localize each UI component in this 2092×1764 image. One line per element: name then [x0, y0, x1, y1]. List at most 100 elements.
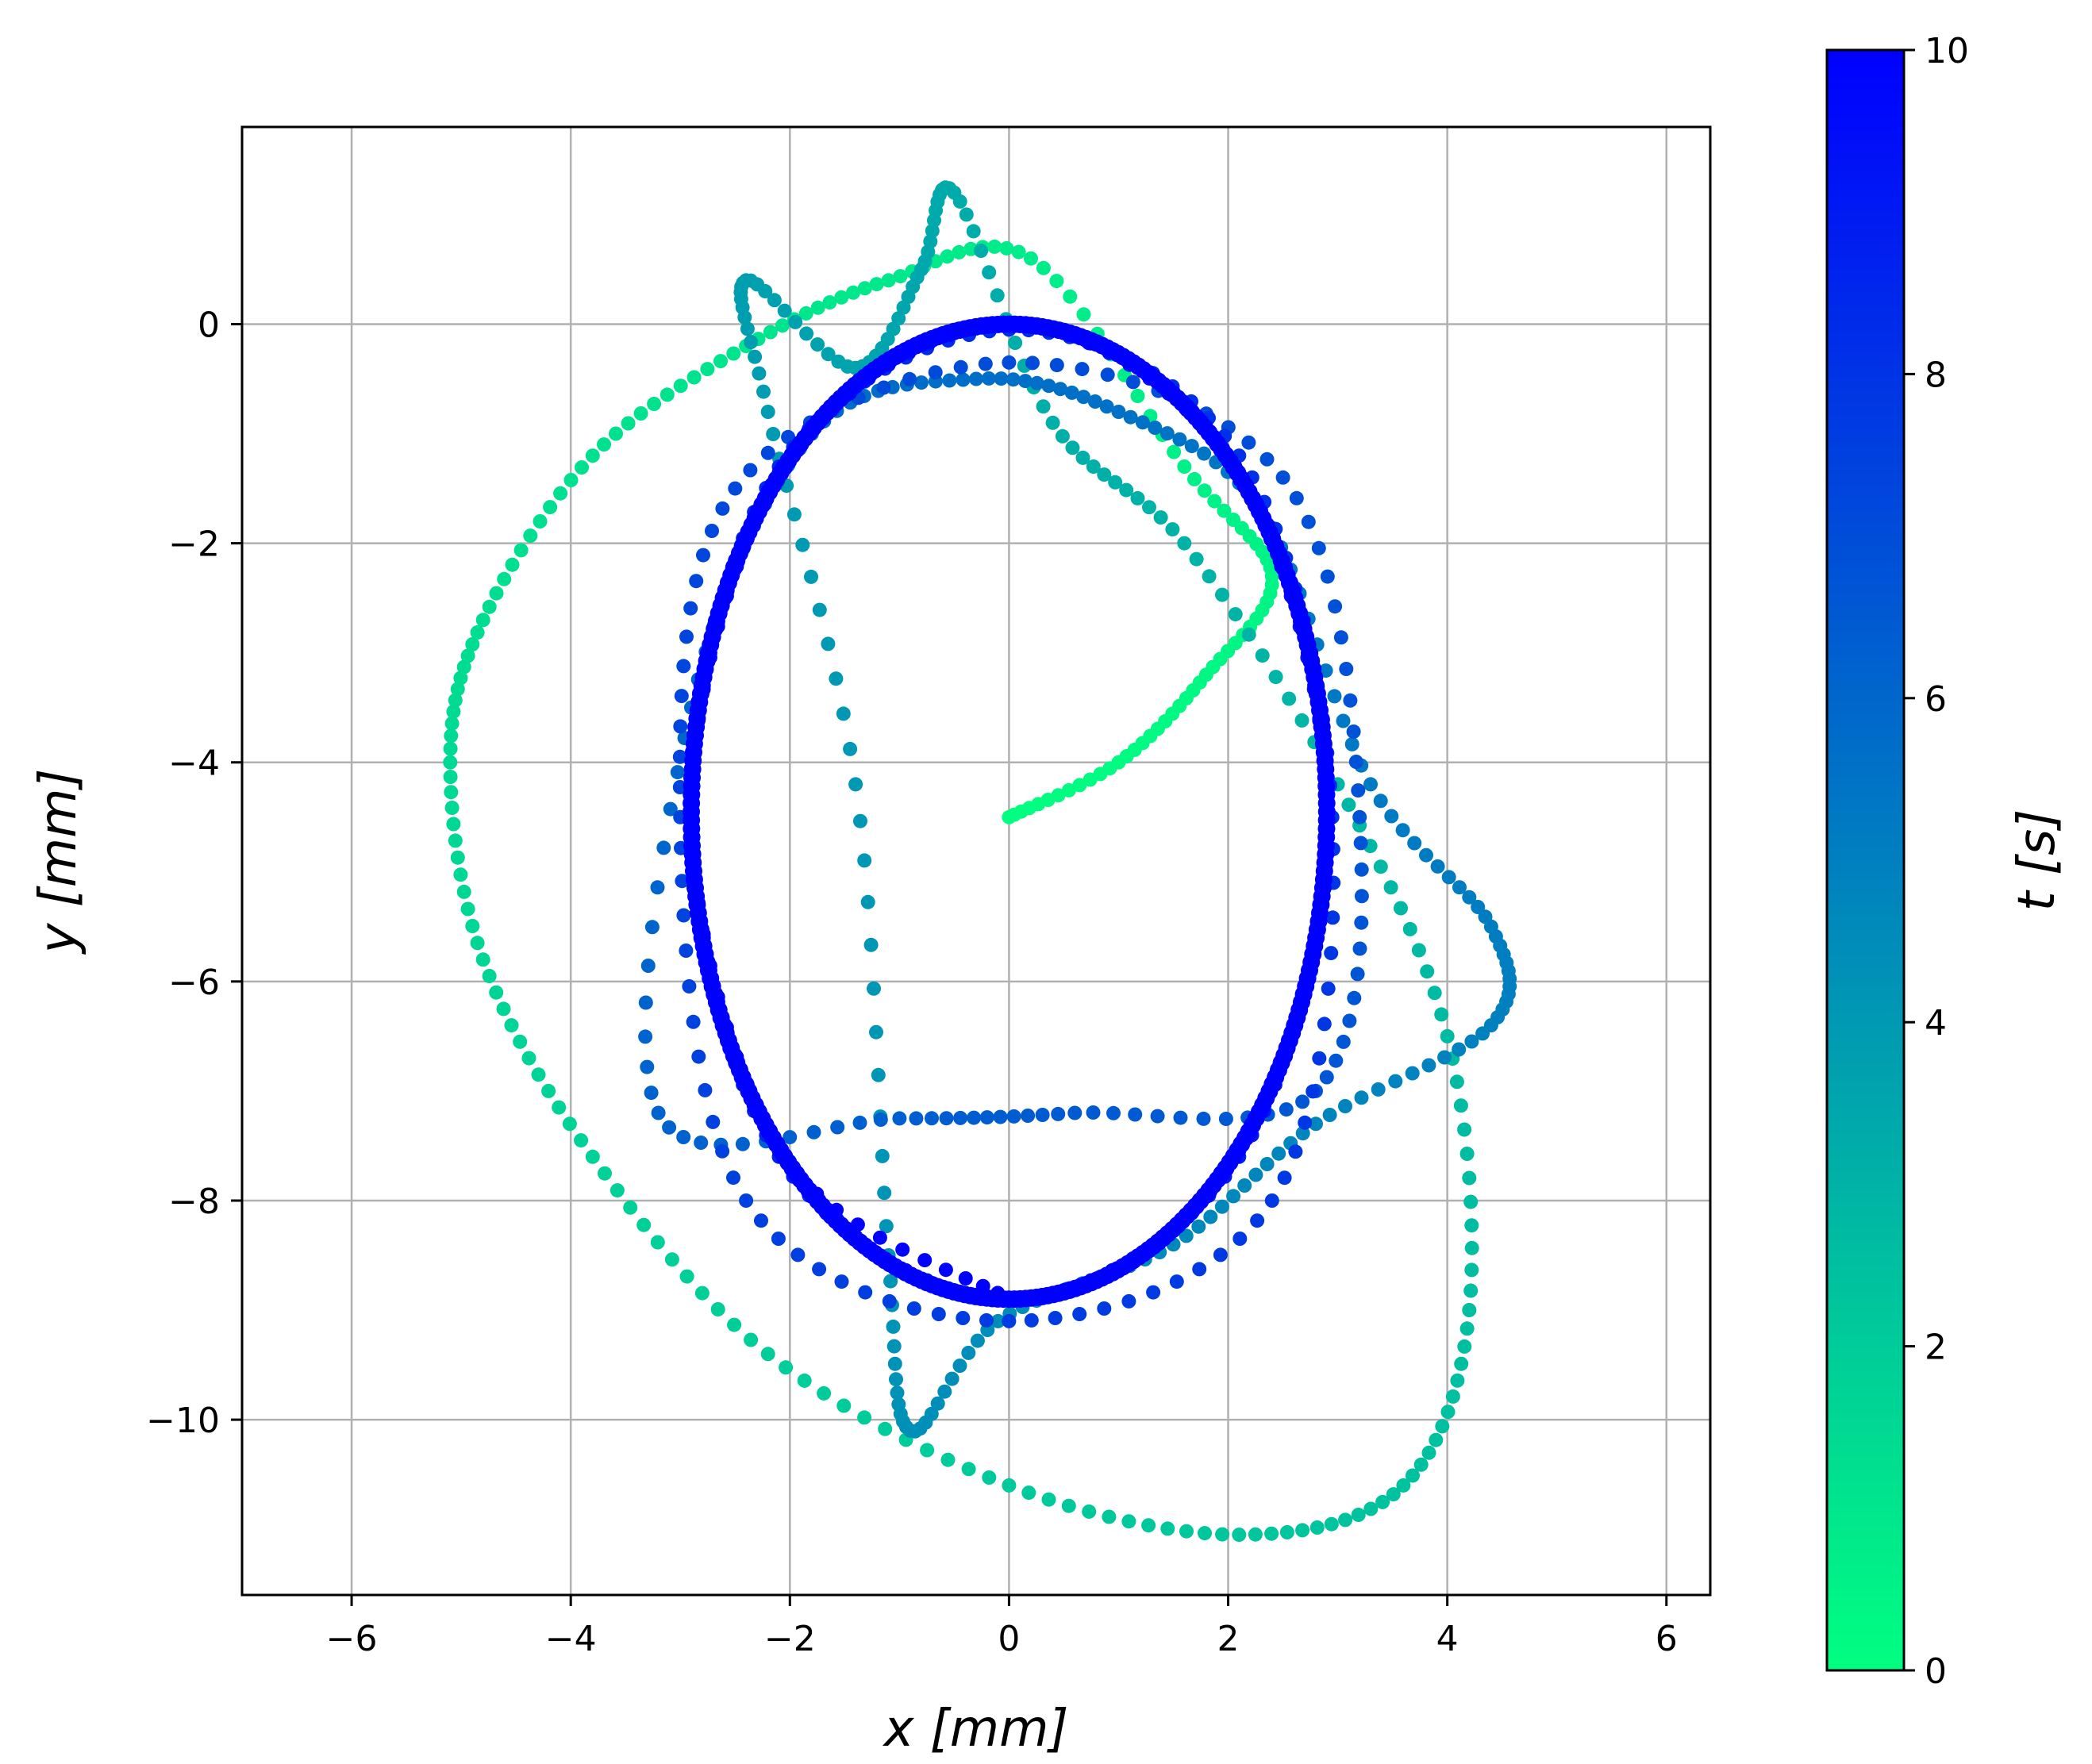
y-tick-label: −10: [146, 1401, 220, 1441]
trajectory-point: [1002, 1313, 1017, 1328]
trajectory-point: [1213, 1247, 1228, 1262]
trajectory-point: [777, 303, 792, 318]
trajectory-point: [982, 265, 997, 280]
trajectory-point: [1177, 459, 1192, 474]
trajectory-point: [956, 372, 971, 387]
trajectory-point: [822, 295, 837, 310]
trajectory-point: [939, 1111, 954, 1126]
trajectory-point: [663, 801, 678, 817]
trajectory-point: [1172, 432, 1187, 447]
trajectory-point: [1064, 385, 1079, 400]
trajectory-point: [967, 1110, 982, 1125]
trajectory-point: [804, 569, 818, 584]
trajectory-point: [700, 362, 715, 377]
trajectory-point: [636, 1217, 652, 1232]
trajectory-point: [978, 356, 993, 371]
trajectory-point: [931, 1307, 946, 1321]
trajectory-point: [1462, 890, 1477, 905]
trajectory-point: [456, 884, 471, 899]
trajectory-point: [852, 1115, 867, 1130]
trajectory-point: [878, 1421, 893, 1436]
trajectory-point: [1217, 503, 1232, 518]
trajectory-point: [623, 1200, 638, 1215]
trajectory-point: [1036, 399, 1051, 414]
trajectory-point: [1036, 260, 1051, 275]
trajectory-point: [1006, 1109, 1021, 1124]
trajectory-point: [890, 1385, 905, 1401]
trajectory-point: [1336, 713, 1351, 728]
trajectory-point: [1328, 599, 1343, 614]
trajectory-point: [1396, 1478, 1411, 1493]
x-tick-label: 2: [1217, 1619, 1240, 1659]
trajectory-point: [448, 833, 463, 848]
trajectory-point: [1354, 915, 1369, 930]
trajectory-point: [1309, 1116, 1323, 1132]
trajectory-point: [940, 249, 955, 264]
trajectory-point: [651, 1105, 666, 1120]
trajectory-point: [812, 602, 827, 617]
trajectory-point: [860, 894, 875, 909]
trajectory-point: [650, 1235, 665, 1250]
trajectory-point: [990, 1313, 1006, 1328]
trajectory-point: [1130, 490, 1145, 505]
trajectory-point: [443, 741, 458, 756]
trajectory-point: [1353, 836, 1368, 851]
colorbar-tick-label: 2: [1925, 1328, 1947, 1368]
trajectory-point: [682, 979, 697, 993]
trajectory-point: [1021, 1109, 1036, 1123]
trajectory-point: [513, 543, 529, 558]
trajectory-point: [1241, 627, 1256, 642]
trajectory-point: [790, 1247, 806, 1262]
trajectory-point: [1427, 986, 1442, 1001]
trajectory-point: [1434, 1007, 1449, 1022]
trajectory-point: [993, 1109, 1008, 1124]
trajectory-point: [987, 239, 1002, 254]
trajectory-point: [444, 785, 459, 800]
trajectory-point: [889, 1372, 903, 1387]
trajectory-point: [901, 290, 916, 305]
trajectory-point: [795, 537, 810, 552]
trajectory-point: [1259, 452, 1275, 467]
trajectory-point: [638, 1029, 653, 1044]
trajectory-point: [673, 719, 688, 734]
trajectory-point: [744, 1332, 759, 1347]
trajectory-point: [1268, 670, 1283, 685]
trajectory-point: [1363, 1501, 1379, 1516]
trajectory-point: [886, 1319, 901, 1334]
trajectory-point: [1053, 382, 1068, 397]
trajectory-point: [1075, 362, 1090, 377]
trajectory-point: [1082, 1504, 1097, 1519]
trajectory-point: [444, 716, 460, 731]
trajectory-point: [1207, 494, 1222, 509]
trajectory-point: [1288, 1144, 1303, 1159]
trajectory-point: [1184, 439, 1199, 454]
trajectory-point: [521, 1051, 536, 1066]
trajectory-point: [786, 507, 802, 522]
colorbar-tick-label: 4: [1925, 1003, 1947, 1043]
trajectory-point: [1008, 336, 1023, 350]
trajectory-point: [585, 1149, 600, 1164]
trajectory-point: [1159, 426, 1175, 441]
trajectory-point: [1411, 943, 1426, 958]
trajectory-point: [1275, 470, 1290, 485]
trajectory-point: [673, 379, 688, 394]
trajectory-point: [944, 1371, 959, 1386]
trajectory-point: [990, 288, 1005, 303]
trajectory-point: [1419, 847, 1433, 863]
trajectory-point: [1087, 394, 1102, 409]
trajectory-point: [675, 874, 690, 889]
trajectory-point: [443, 770, 458, 784]
trajectory-point: [1320, 569, 1335, 584]
trajectory-point: [871, 1067, 886, 1082]
trajectory-point: [610, 1183, 625, 1198]
trajectory-point: [869, 1024, 883, 1040]
trajectory-point: [1108, 475, 1123, 490]
trajectory-point: [674, 689, 689, 704]
trajectory-point: [1035, 1108, 1050, 1122]
trajectory-point: [705, 524, 719, 538]
trajectory-point: [647, 397, 662, 411]
trajectory-point: [1386, 1487, 1401, 1502]
trajectory-point: [1351, 783, 1366, 798]
colorbar-gradient: [1825, 48, 1905, 1672]
trajectory-point: [1192, 1262, 1207, 1277]
